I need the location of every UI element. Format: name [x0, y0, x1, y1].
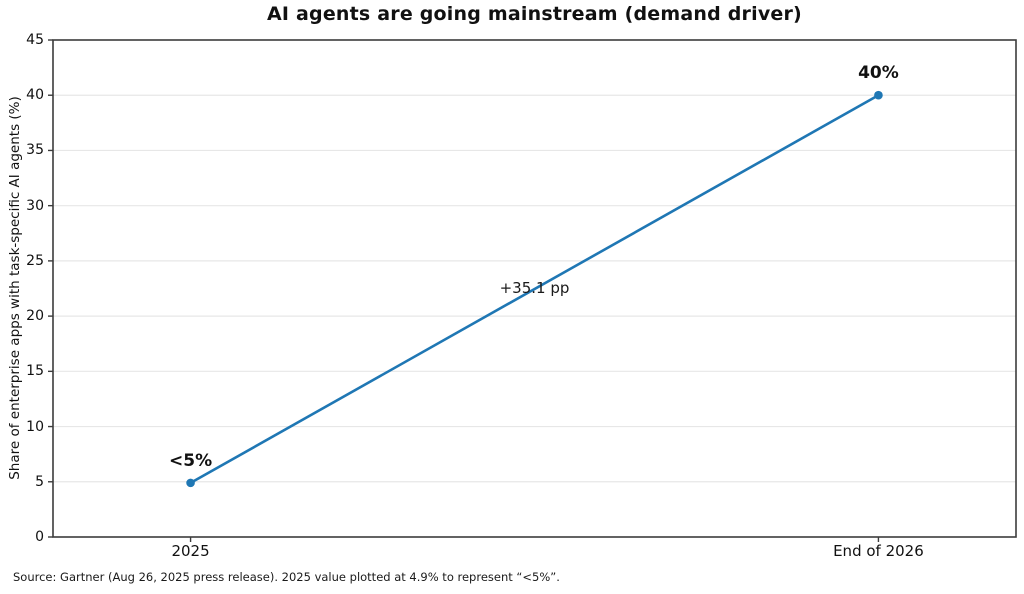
y-tick-label: 25	[26, 252, 44, 269]
y-tick-label: 5	[35, 473, 44, 490]
y-tick-label: 35	[26, 142, 44, 159]
point-value-label: 40%	[858, 63, 899, 84]
data-point-marker	[874, 90, 883, 100]
y-tick-label: 20	[26, 308, 44, 325]
x-tick-label: End of 2026	[833, 542, 924, 560]
plot-border	[52, 39, 1017, 538]
point-value-label: <5%	[169, 450, 213, 471]
data-point-marker	[186, 478, 195, 488]
y-tick-label: 0	[35, 529, 44, 545]
x-tick-label: 2025	[171, 542, 210, 560]
delta-annotation: +35.1 pp	[499, 279, 570, 298]
series-line	[189, 94, 880, 485]
chart-title: AI agents are going mainstream (demand d…	[267, 3, 802, 25]
y-tick-label: 40	[26, 87, 44, 104]
y-tick-label: 45	[26, 32, 44, 48]
source-footnote: Source: Gartner (Aug 26, 2025 press rele…	[13, 570, 560, 584]
y-tick-label: 30	[26, 197, 44, 214]
y-tick-label: 10	[26, 418, 44, 435]
y-tick-label: 15	[26, 363, 44, 380]
